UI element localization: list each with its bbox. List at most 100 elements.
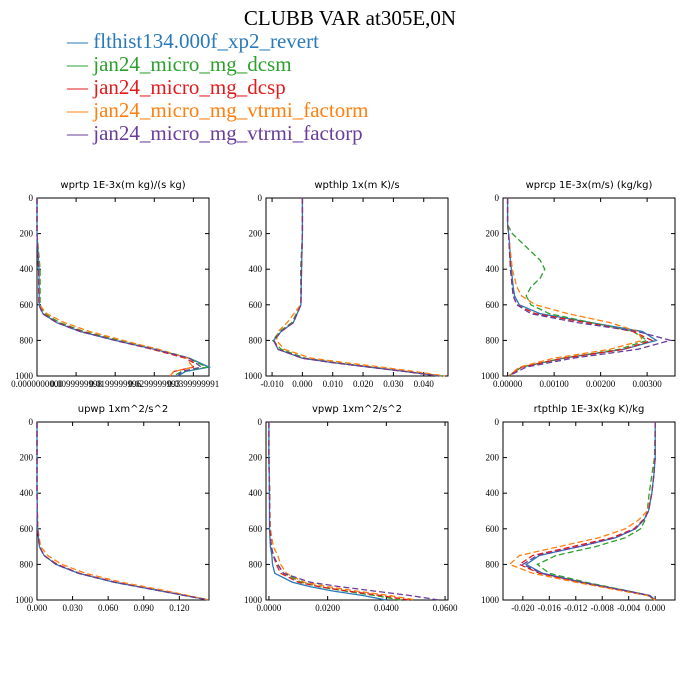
x-tick-label: 0.0399999991 — [167, 379, 219, 389]
x-tick-label: 0.0199999996 — [89, 379, 141, 389]
series-line — [536, 421, 656, 601]
series-line — [36, 422, 210, 601]
y-tick-label: 0 — [495, 193, 500, 203]
chart-panel: rtpthlp 1E-3x(kg K)/kg 0 200 400 600 800 1000 -… — [481, 404, 676, 613]
legend-item: — flthist134.000f_xp2_revert — [67, 29, 319, 53]
y-tick-label: 800 — [249, 559, 263, 569]
x-tick-label: 0.0200 — [315, 603, 340, 613]
series-line — [36, 198, 195, 377]
y-tick-label: 400 — [20, 488, 34, 498]
series-line — [36, 198, 203, 377]
y-tick-label: 800 — [249, 335, 263, 345]
x-tick-label: -0.008 — [591, 603, 615, 613]
x-tick-label: 0.030 — [62, 603, 83, 613]
chart-title: rtpthlp 1E-3x(kg K)/kg — [534, 404, 645, 415]
x-tick-label: 0.0600 — [433, 603, 458, 613]
legend-item: — jan24_micro_mg_vtrmi_factorm — [67, 98, 369, 122]
series-line — [36, 198, 210, 377]
x-tick-label: 0.0000 — [257, 603, 282, 613]
y-tick-label: 600 — [249, 524, 263, 534]
y-tick-label: 200 — [486, 453, 500, 463]
series-line — [506, 198, 649, 377]
x-tick-label: 0.0299999993 — [128, 379, 180, 389]
x-tick-label: -0.010 — [260, 379, 284, 389]
y-tick-label: 200 — [486, 229, 500, 239]
series-line — [506, 198, 673, 377]
x-tick-label: 0.030 — [383, 379, 404, 389]
legend-item: — jan24_micro_mg_dcsp — [67, 75, 286, 99]
plot-frame — [502, 421, 676, 601]
legend: — flthist134.000f_xp2_revert — jan24_mic… — [67, 30, 369, 145]
y-tick-label: 1000 — [481, 371, 500, 381]
y-tick-label: 200 — [249, 453, 263, 463]
series-line — [506, 198, 644, 377]
chart-panel: wpthlp 1x(m K)/s 0 200 400 600 800 1000-0.010 0… — [244, 180, 449, 389]
y-tick-label: 0 — [29, 193, 34, 203]
series-line — [273, 198, 439, 377]
x-tick-label: 0.000 — [27, 603, 48, 613]
figure-title: CLUBB VAR at305E,0N — [243, 6, 457, 30]
y-tick-label: 800 — [20, 335, 34, 345]
plot-frame — [265, 421, 449, 601]
y-tick-label: 800 — [486, 559, 500, 569]
series-line — [36, 198, 195, 377]
chart-title: upwp 1xm^2/s^2 — [78, 404, 168, 415]
series-line — [268, 422, 387, 601]
chart-title: wprcp 1E-3x(m/s) (kg/kg) — [526, 180, 653, 191]
series-line — [36, 198, 212, 377]
x-tick-label: -0.020 — [511, 603, 535, 613]
series-line — [272, 198, 439, 377]
legend-item: — jan24_micro_mg_dcsm — [67, 52, 292, 76]
x-tick-label: 0.010 — [323, 379, 344, 389]
y-tick-label: 1000 — [481, 595, 500, 605]
y-tick-label: 400 — [20, 264, 34, 274]
y-tick-label: 600 — [20, 524, 34, 534]
y-tick-label: 1000 — [15, 595, 34, 605]
series-line — [271, 198, 442, 377]
y-tick-label: 200 — [249, 229, 263, 239]
y-tick-label: 400 — [486, 264, 500, 274]
chart-title: wpthlp 1x(m K)/s — [314, 180, 399, 191]
series-line — [268, 422, 402, 601]
series-line — [275, 198, 446, 377]
plot-frame — [265, 197, 449, 377]
x-tick-label: 0.000 — [292, 379, 313, 389]
legend-label: jan24_micro_mg_dcsm — [93, 52, 292, 76]
series-line — [36, 422, 210, 601]
chart-title: wprtp 1E-3x(m kg)/(s kg) — [60, 180, 185, 191]
y-tick-label: 600 — [20, 300, 34, 310]
legend-label: flthist134.000f_xp2_revert — [93, 29, 319, 53]
x-tick-label: -0.012 — [564, 603, 587, 613]
y-tick-label: 400 — [249, 488, 263, 498]
plot-frame — [502, 197, 676, 377]
x-tick-label: 0.060 — [98, 603, 119, 613]
legend-label: jan24_micro_mg_vtrmi_factorp — [93, 121, 363, 145]
y-tick-label: 400 — [249, 264, 263, 274]
x-tick-label: -0.016 — [538, 603, 562, 613]
x-tick-label: 0.00000 — [493, 379, 523, 389]
y-tick-label: 200 — [20, 453, 34, 463]
x-tick-label: 0.00300 — [632, 379, 662, 389]
x-tick-label: 0.00100 — [540, 379, 570, 389]
x-tick-label: 0.040 — [414, 379, 435, 389]
x-tick-label: -0.004 — [617, 603, 641, 613]
series-line — [36, 422, 210, 601]
y-tick-label: 400 — [486, 488, 500, 498]
chart-title: vpwp 1xm^2/s^2 — [312, 404, 402, 415]
y-tick-label: 600 — [486, 300, 500, 310]
series-line — [508, 422, 656, 601]
x-tick-label: 0.00200 — [586, 379, 616, 389]
y-tick-label: 800 — [20, 559, 34, 569]
x-tick-label: 0.0400 — [374, 603, 399, 613]
plot-frame — [36, 197, 210, 377]
x-tick-label: 0.000 — [645, 603, 666, 613]
series-line — [268, 422, 410, 601]
y-tick-label: 0 — [495, 417, 500, 427]
series-line — [518, 422, 656, 601]
legend-item: — jan24_micro_mg_vtrmi_factorp — [67, 121, 363, 145]
x-tick-label: 0.120 — [169, 603, 190, 613]
x-tick-label: 0.0099999998 — [50, 379, 102, 389]
series-line — [521, 422, 656, 601]
